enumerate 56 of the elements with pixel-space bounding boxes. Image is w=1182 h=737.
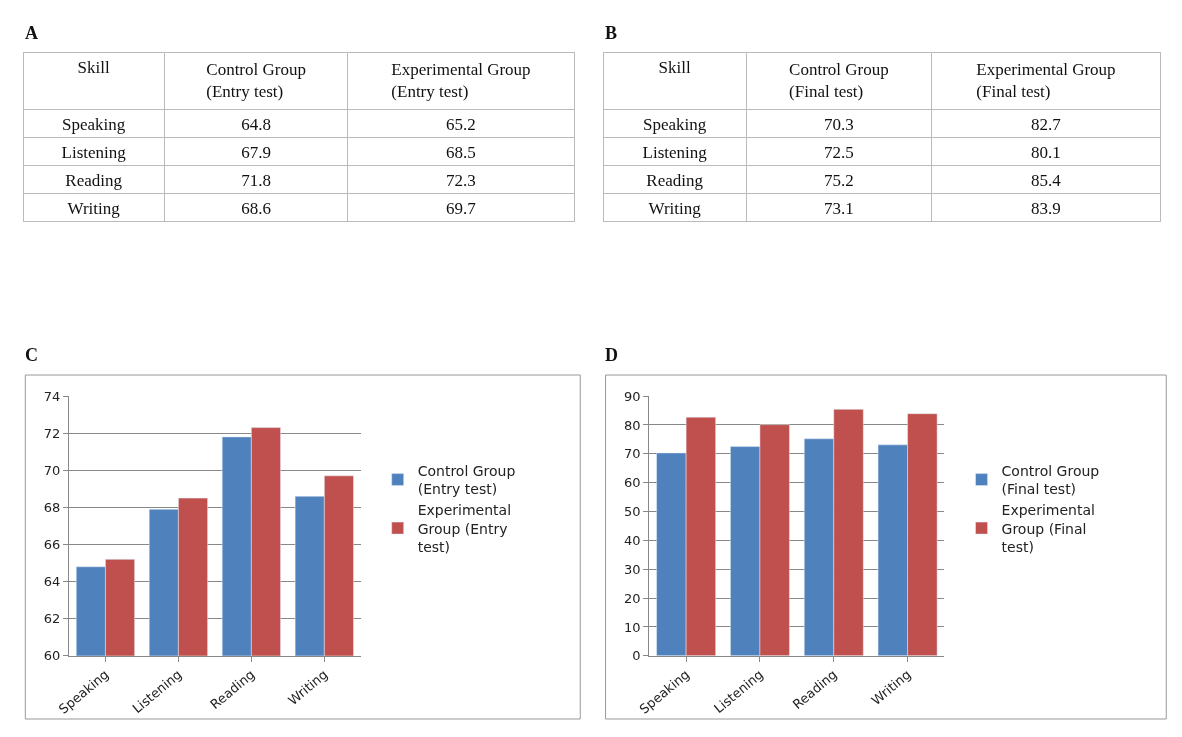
y-tick-label: 60: [624, 475, 641, 491]
data-label: 64.8: [241, 114, 271, 134]
category-label: Reading: [65, 170, 123, 190]
data-label: 67.9: [241, 142, 271, 162]
category-label: Writing: [648, 198, 702, 218]
y-tick-label: 30: [624, 561, 641, 577]
legend-label: Control Group (Final test): [1001, 462, 1100, 498]
text: Control Group (Entry test): [206, 60, 306, 102]
category-label: Writing: [67, 198, 121, 218]
text: A: [25, 23, 38, 43]
data-label: 72.5: [824, 142, 854, 162]
y-tick-label: 64: [43, 574, 61, 590]
data-label: 82.7: [1031, 114, 1062, 134]
legend-label: Experimental Group (Final test): [1001, 502, 1095, 555]
y-tick-label: 70: [43, 462, 61, 478]
y-tick-label: 10: [624, 619, 641, 635]
category-label: Reading: [646, 170, 704, 190]
text: Control Group (Final test): [789, 60, 889, 102]
y-tick-label: 66: [43, 537, 61, 553]
y-tick-label: 0: [632, 648, 641, 664]
data-label: 75.2: [824, 170, 854, 190]
legend-label: Experimental Group (Entry test): [417, 502, 512, 555]
y-tick-label: 20: [624, 590, 641, 606]
text: Skill: [77, 57, 110, 77]
y-tick-label: 80: [624, 417, 641, 433]
data-label: 68.5: [446, 142, 476, 162]
y-tick-label: 40: [624, 532, 641, 548]
data-label: 65.2: [446, 114, 476, 134]
y-tick-label: 68: [43, 499, 61, 515]
y-tick-label: 50: [624, 504, 641, 520]
data-label: 83.9: [1031, 198, 1061, 218]
chart-title: C: [25, 345, 38, 365]
data-label: 72.3: [446, 170, 476, 190]
y-tick-label: 62: [43, 611, 61, 627]
data-label: 85.4: [1031, 170, 1062, 190]
data-label: 69.7: [446, 198, 477, 218]
y-tick-label: 72: [43, 425, 61, 441]
category-label: Listening: [61, 142, 127, 162]
data-label: 71.8: [241, 170, 271, 190]
y-tick-label: 90: [624, 388, 641, 404]
chart-title: D: [605, 345, 618, 365]
text: B: [605, 23, 618, 43]
data-label: 68.6: [241, 198, 271, 218]
data-label: 80.1: [1031, 142, 1061, 162]
series-label: Experimental Group (Entry test): [391, 60, 531, 102]
data-label: 70.3: [824, 114, 854, 134]
y-tick-label: 74: [43, 388, 61, 404]
text: Skill: [658, 57, 691, 77]
series-label: Experimental Group (Final test): [976, 60, 1116, 102]
category-label: Speaking: [643, 114, 707, 134]
data-label: 73.1: [824, 198, 854, 218]
legend-label: Control Group (Entry test): [417, 462, 516, 498]
y-tick-label: 70: [624, 446, 641, 462]
category-label: Listening: [642, 142, 708, 162]
y-tick-label: 60: [43, 648, 61, 664]
category-label: Speaking: [62, 114, 126, 134]
